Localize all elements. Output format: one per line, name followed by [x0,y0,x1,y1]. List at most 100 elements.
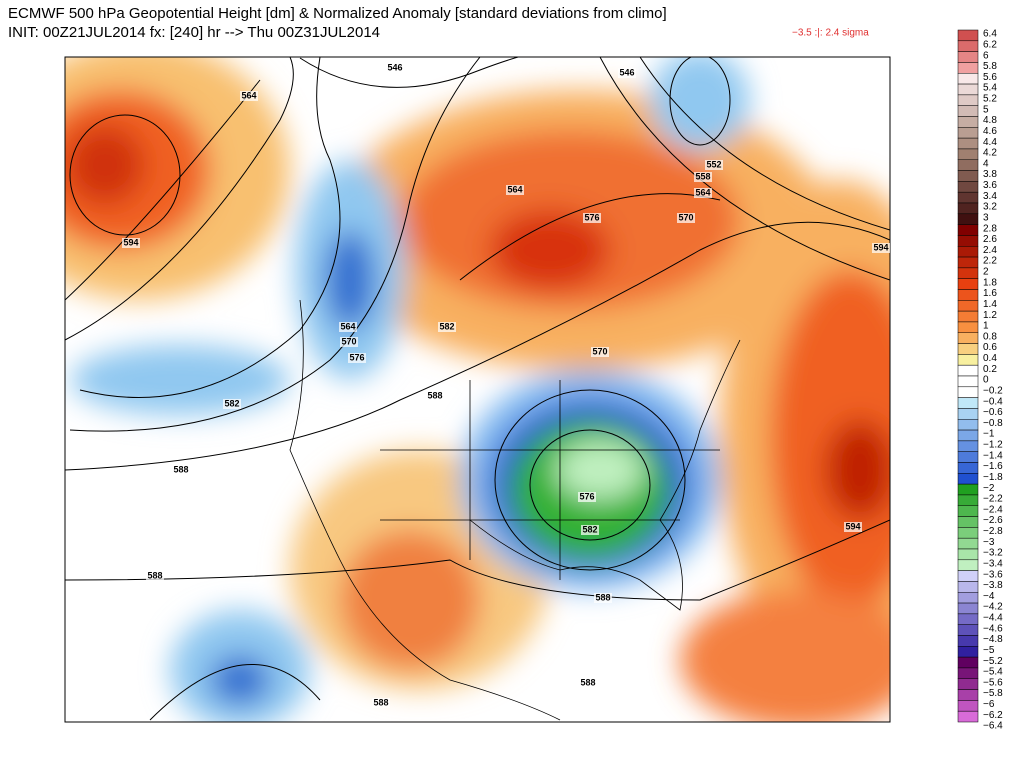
contour-label-bg [677,213,695,223]
contour-label: 570 [678,212,693,222]
colorbar-label: 1.6 [983,288,997,299]
contour-label: 594 [873,242,888,252]
colorbar-label: −5 [983,645,995,656]
contour-label-bg [146,571,164,581]
contour-label: 576 [579,491,594,501]
contour-label-bg [705,160,723,170]
colorbar-cell [957,451,979,463]
colorbar-cell [957,289,979,301]
colorbar-label: 5.6 [983,72,997,83]
contour-label-bg [591,347,609,357]
contour-label: 588 [427,390,442,400]
colorbar-cell [957,191,979,204]
contour-label: 588 [373,697,388,707]
colorbar-cell [957,202,979,215]
contour-label: 582 [224,398,239,408]
contour-label: 570 [592,346,607,356]
colorbar-cell [957,505,979,517]
colorbar-label: −6.2 [983,710,1003,721]
colorbar-label: −3.2 [983,548,1003,559]
colorbar-label: −5.4 [983,667,1003,678]
colorbar-cell [957,29,979,42]
contour-label: 546 [619,67,634,77]
colorbar-label: 0.8 [983,331,997,342]
colorbar-cell [957,592,979,604]
colorbar-label: 4.2 [983,148,997,159]
colorbar-cell [957,105,979,117]
colorbar-cell [957,624,979,636]
colorbar-cell [957,689,979,701]
contour-label-bg [694,172,712,182]
coastlines [289,299,741,721]
colorbar-label: −3.4 [983,558,1003,569]
anomaly-field [65,57,890,722]
contour-label: 564 [695,187,710,197]
colorbar-cell [957,646,979,658]
colorbar-cell [957,494,979,506]
colorbar-cell [957,332,979,344]
contour-label-bg [594,593,612,603]
colorbar-label: −5.6 [983,677,1003,688]
colorbar-label: 5.2 [983,94,997,105]
colorbar-label: 2.4 [983,245,997,256]
colorbar-cell [957,278,979,290]
colorbar-cell [957,137,979,150]
colorbar-label: 3.8 [983,169,997,180]
colorbar-label: −4.4 [983,613,1003,624]
colorbar-label: 0.2 [983,364,997,375]
colorbar-label: −6.4 [983,721,1003,732]
colorbar-label: −0.4 [983,396,1003,407]
contour-label-bg [618,68,636,78]
colorbar-label: −2 [983,483,995,494]
colorbar-label: 5.8 [983,61,997,72]
colorbar-label: −2.6 [983,515,1003,526]
colorbar-label: −0.6 [983,407,1003,418]
colorbar-cell [957,613,979,625]
contour-label: 582 [439,321,454,331]
colorbar-label: −1.4 [983,450,1003,461]
colorbar-label: 4 [983,158,989,169]
contour-label: 576 [349,352,364,362]
contour-label: 588 [595,592,610,602]
colorbar-label: −6 [983,699,995,710]
colorbar-cell [957,321,979,333]
contour-label: 594 [845,521,860,531]
colorbar-cell [957,62,979,74]
contour-label-bg [240,91,258,101]
colorbar-label: 3.4 [983,191,997,202]
colorbar-cell [957,667,979,679]
colorbar-label: −3.6 [983,569,1003,580]
contour-label-bg [348,353,366,363]
contour-label: 546 [387,62,402,72]
colorbar-label: 4.6 [983,126,997,137]
colorbar-cell [957,40,979,52]
colorbar-cell [957,440,979,452]
init-line: INIT: 00Z21JUL2014 fx: [240] hr --> Thu … [8,24,380,41]
colorbar-cell [957,527,979,539]
colorbar-cell [957,256,979,269]
contour-label-bg [578,492,596,502]
colorbar-label: 4.8 [983,115,997,126]
colorbar-cell [957,570,979,582]
colorbar-cell [957,678,979,690]
contour-label-bg [872,243,890,253]
colorbar-cell [957,181,979,193]
colorbar-cell [957,94,979,106]
contour-label-bg [372,698,390,708]
colorbar-cell [957,386,979,398]
contour-label-bg [223,399,241,409]
contour-label: 582 [582,524,597,534]
height-contours [65,57,890,721]
colorbar-cell [957,267,979,279]
colorbar-label: −4.8 [983,634,1003,645]
colorbar-cell [957,635,979,647]
colorbar-label: 0.6 [983,342,997,353]
colorbar-label: 2.6 [983,234,997,245]
contour-label-bg [694,188,712,198]
contour-label-bg [426,391,444,401]
colorbar-label: −1 [983,429,995,440]
colorbar-cell [957,116,979,128]
colorbar-cell [957,354,979,366]
colorbar-label: −4 [983,591,995,602]
colorbar-label: −2.8 [983,526,1003,537]
